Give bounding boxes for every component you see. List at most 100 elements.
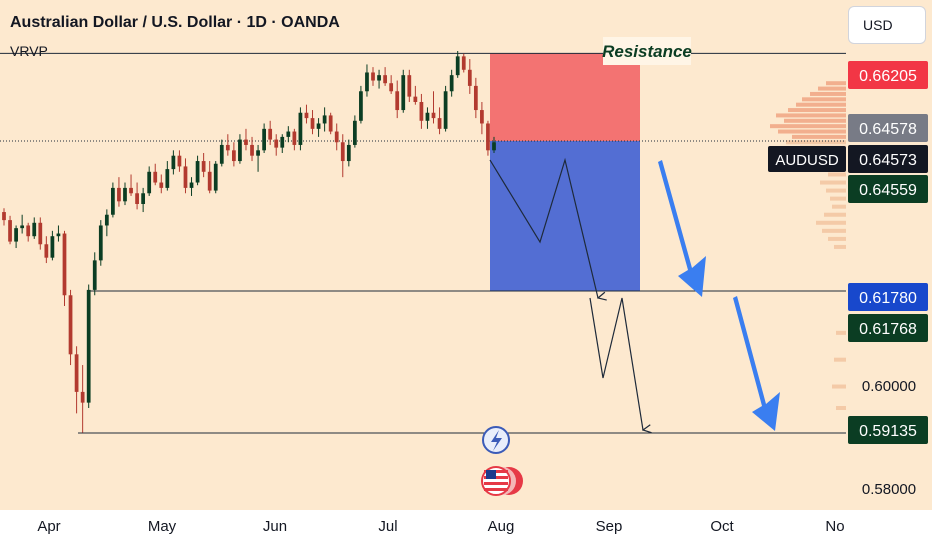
price-badge-label: 0.64578: [859, 121, 917, 138]
take-profit-zone[interactable]: [490, 141, 640, 291]
candle-body: [280, 136, 285, 148]
volume-profile-bar: [776, 113, 846, 118]
time-tick-label: May: [148, 518, 177, 535]
volume-profile-bar: [796, 102, 846, 107]
candle-body: [492, 142, 496, 151]
volume-profile-bar: [824, 212, 846, 217]
volume-profile-bar: [818, 86, 846, 91]
volume-profile-bar: [834, 357, 846, 362]
price-badge-label: 0.61780: [859, 290, 917, 307]
volume-profile-bar: [826, 188, 846, 193]
time-tick-label: Jul: [378, 518, 397, 535]
candle-body: [437, 118, 442, 129]
candle-body: [14, 228, 18, 242]
stop-loss-zone[interactable]: [490, 53, 640, 142]
candle-body: [20, 225, 25, 229]
candle-body: [225, 144, 230, 151]
candle-body: [68, 295, 73, 355]
candle-body: [50, 236, 55, 258]
candle-body: [461, 56, 466, 70]
candle-body: [413, 96, 418, 102]
volume-profile-bar: [820, 180, 846, 185]
candle-body: [395, 91, 400, 111]
projection-path-2[interactable]: [589, 297, 643, 430]
candle-body: [98, 225, 103, 261]
candle-body: [449, 75, 454, 92]
us-flag-icon[interactable]: [481, 466, 523, 496]
volume-profile-bar: [828, 172, 846, 177]
candle-body: [8, 220, 12, 242]
price-badge: [848, 314, 928, 342]
time-tick-label: Oct: [710, 518, 734, 535]
candle-body: [195, 161, 200, 183]
candle-body: [298, 112, 303, 145]
candle-body: [129, 187, 133, 194]
volume-profile-bar: [826, 81, 846, 86]
candle-body: [377, 75, 381, 81]
price-tick-label: 0.58000: [862, 481, 916, 498]
candle-body: [117, 187, 121, 202]
volume-profile-bar: [802, 97, 846, 102]
candle-body: [268, 128, 273, 140]
candle-body: [340, 142, 345, 162]
candle-body: [62, 233, 67, 296]
candle-body: [274, 139, 279, 148]
candle-body: [56, 233, 61, 237]
resistance-label-box[interactable]: [603, 37, 691, 65]
volume-profile-bar: [786, 140, 846, 145]
horizontal-levels[interactable]: [0, 52, 846, 434]
price-badge: [848, 145, 928, 173]
candle-body: [74, 354, 79, 392]
price-badge: [848, 283, 928, 311]
candle-body: [455, 56, 460, 76]
candle-body: [238, 139, 242, 162]
forecast-arrow-2[interactable]: [733, 296, 780, 431]
candle-body: [352, 120, 357, 145]
price-tick-label: 0.60000: [862, 378, 916, 395]
candle-body: [425, 112, 430, 121]
price-badge: [848, 61, 928, 89]
candle-body: [262, 128, 266, 151]
candle-body: [201, 161, 206, 172]
candle-body: [80, 391, 85, 403]
price-scale-badges: 0.66205 0.64578 0.64573 0.64559 0.61780 0.617…: [848, 61, 928, 444]
candle-body: [389, 83, 394, 92]
candle-body: [44, 244, 49, 258]
volume-profile-bar: [788, 108, 846, 113]
indicator-label[interactable]: VRVP: [10, 43, 48, 59]
candle-body: [141, 193, 146, 204]
candle-body: [104, 214, 109, 226]
currency-button[interactable]: USD: [848, 6, 926, 44]
candle-body: [244, 139, 248, 145]
candle-body: [38, 222, 43, 245]
volume-profile-bar: [792, 134, 846, 139]
candle-body: [443, 91, 448, 129]
price-badge-label: 0.66205: [859, 68, 917, 85]
candle-body: [26, 225, 31, 237]
candle-body: [189, 182, 194, 188]
price-badge: [848, 175, 928, 203]
candle-body: [431, 112, 436, 119]
candle-body: [334, 131, 339, 143]
candle-body: [316, 123, 321, 129]
candle-body: [250, 144, 254, 156]
candle-body: [159, 182, 164, 188]
forecast-arrow-1[interactable]: [658, 160, 706, 297]
projection-path-1[interactable]: [489, 157, 598, 298]
candle-body: [322, 115, 327, 124]
lightning-icon[interactable]: [482, 426, 510, 454]
price-badge-label: 0.64559: [859, 182, 917, 199]
resistance-label: Resistance: [602, 42, 692, 61]
candle-body: [32, 222, 37, 237]
volume-profile-bar: [784, 118, 846, 123]
price-badge-label: 0.59135: [859, 423, 917, 440]
candle-body: [2, 212, 6, 221]
candle-body: [135, 193, 139, 204]
candle-body: [473, 85, 478, 111]
candle-body: [111, 187, 115, 215]
symbol-badge: AUDUSD: [775, 152, 839, 169]
candle-body: [153, 171, 158, 183]
candle-body: [486, 123, 490, 151]
time-axis-panel[interactable]: [0, 510, 846, 550]
